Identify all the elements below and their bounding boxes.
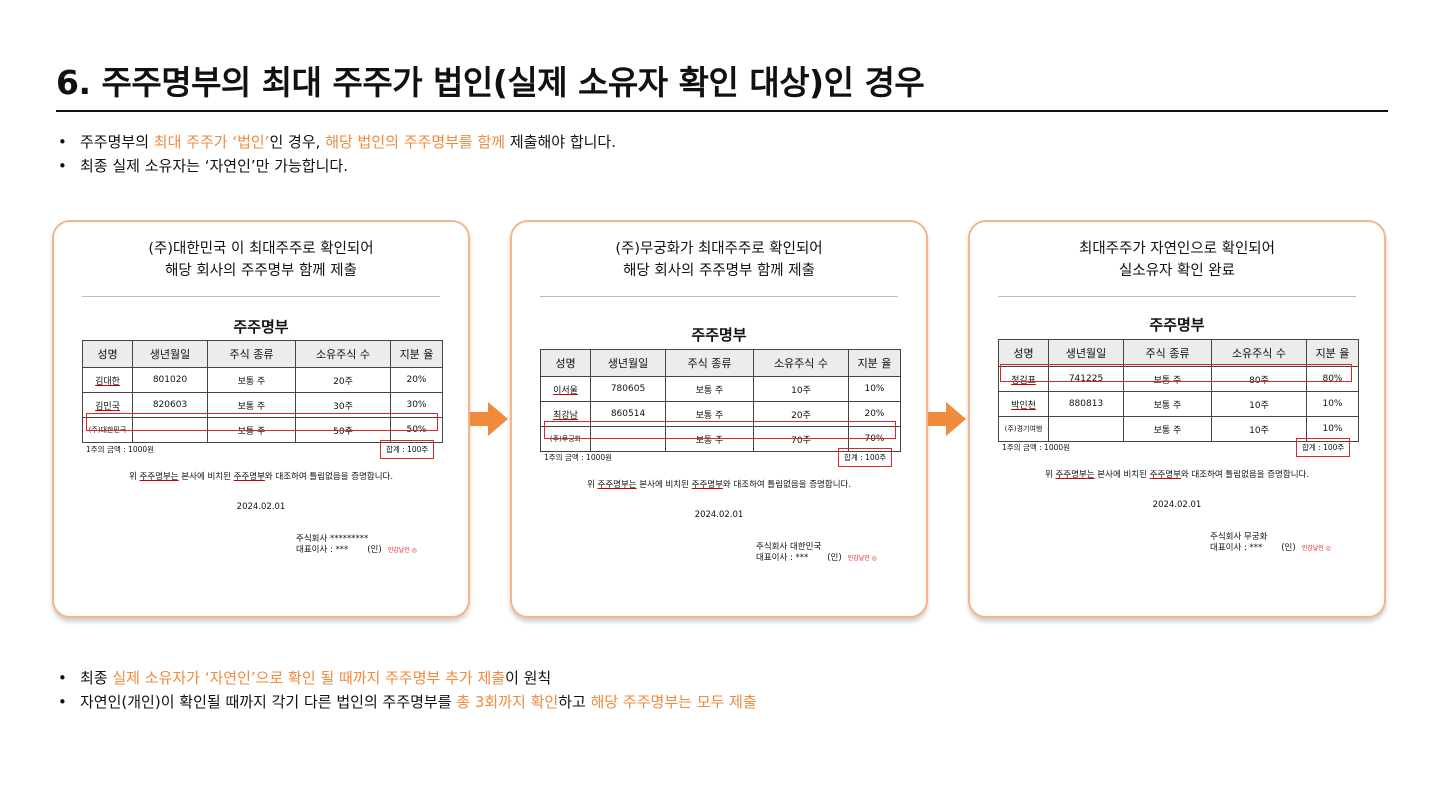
highlight-text: 해당 주주명부는 모두 제출 [590, 693, 757, 711]
unit-price-label: 1주의 금액 : 1000원 [86, 445, 155, 454]
table-row: (주)경기여행 보통 주 10주 10% [998, 416, 1359, 442]
highlight-text: 총 3회까지 확인 [456, 693, 559, 711]
table-row: 김대한 801020 보통 주 20주 20% [82, 367, 443, 393]
card-heading: 최대주주가 자연인으로 확인되어 실소유자 확인 완료 [1079, 241, 1275, 279]
table-row: 최강남 860514 보통 주 20주 20% [540, 401, 901, 427]
register-date: 2024.02.01 [694, 510, 744, 520]
shareholder-register-table: 성명 생년월일 주식 종류 소유주식 수 지분 율 이서울 780605 보통 주 10주 10… [540, 349, 901, 452]
intro-bullet-list: 주주명부의 최대 주주가 ‘법인’인 경우, 해당 법인의 주주명부를 함께 제… [58, 130, 616, 178]
table-header-row: 성명 생년월일 주식 종류 소유주식 수 지분 율 [998, 339, 1359, 367]
certification-text: 위 주주명부는 본사에 비치된 주주명부와 대조하여 틀림없음을 증명합니다. [128, 472, 394, 482]
total-shares-box: 합계 : 100주 [380, 440, 435, 459]
shareholder-register-table: 성명 생년월일 주식 종류 소유주식 수 지분 율 김대한 801020 보통 주 20주 20… [82, 340, 443, 443]
card-heading: (주)무궁화가 최대주주로 확인되어 해당 회사의 주주명부 함께 제출 [615, 241, 823, 279]
intro-bullet-1: 주주명부의 최대 주주가 ‘법인’인 경우, 해당 법인의 주주명부를 함께 제… [58, 130, 616, 154]
table-row: (주)무궁화 보통 주 70주 70% [540, 426, 901, 452]
largest-shareholder-highlight [544, 421, 896, 439]
unit-price-label: 1주의 금액 : 1000원 [544, 453, 613, 462]
shareholder-register-table: 성명 생년월일 주식 종류 소유주식 수 지분 율 정김표 741225 보통 주 80주 80… [998, 339, 1359, 442]
seal-stamp: 인감날인 ◎ [1301, 545, 1331, 552]
card-divider [540, 296, 898, 297]
total-shares-box: 합계 : 100주 [838, 448, 893, 467]
step-card-3: 최대주주가 자연인으로 확인되어 실소유자 확인 완료 주주명부 성명 생년월일 주식… [968, 220, 1386, 618]
register-title: 주주명부 [1149, 316, 1205, 334]
table-row: 정김표 741225 보통 주 80주 80% [998, 366, 1359, 392]
arrow-right-icon [928, 402, 966, 436]
card-divider [82, 296, 440, 297]
card-heading: (주)대한민국 이 최대주주로 확인되어 해당 회사의 주주명부 함께 제출 [148, 241, 374, 279]
highlight-text: 해당 법인의 주주명부를 함께 [325, 133, 506, 151]
company-signature: 주식회사 대한민국 대표이사 : *** (인) 인감날인 ◎ [756, 542, 877, 563]
register-date: 2024.02.01 [1152, 500, 1202, 510]
table-header-row: 성명 생년월일 주식 종류 소유주식 수 지분 율 [82, 340, 443, 368]
step-card-2: (주)무궁화가 최대주주로 확인되어 해당 회사의 주주명부 함께 제출 주주명부… [510, 220, 928, 618]
summary-bullet-1: 최종 실제 소유자가 ‘자연인’으로 확인 될 때까지 주주명부 추가 제출이 … [58, 666, 757, 690]
arrow-right-icon [470, 402, 508, 436]
unit-price-label: 1주의 금액 : 1000원 [1002, 443, 1071, 452]
register-title: 주주명부 [691, 326, 747, 344]
largest-shareholder-highlight [86, 413, 438, 431]
page-title: 6. 주주명부의 최대 주주가 법인(실제 소유자 확인 대상)인 경우 [56, 63, 925, 102]
company-signature: 주식회사 무궁화 대표이사 : *** (인) 인감날인 ◎ [1210, 532, 1331, 553]
summary-bullet-2: 자연인(개인)이 확인될 때까지 각기 다른 법인의 주주명부를 총 3회까지 … [58, 690, 757, 714]
seal-stamp: 인감날인 ◎ [847, 555, 877, 562]
title-divider [56, 110, 1388, 112]
certification-text: 위 주주명부는 본사에 비치된 주주명부와 대조하여 틀림없음을 증명합니다. [586, 480, 852, 490]
natural-person-highlight [1000, 364, 1352, 382]
seal-stamp: 인감날인 ◎ [387, 547, 417, 554]
highlight-text: 최대 주주가 ‘법인’ [153, 133, 270, 151]
table-header-row: 성명 생년월일 주식 종류 소유주식 수 지분 율 [540, 349, 901, 377]
register-title: 주주명부 [233, 318, 289, 336]
step-card-1: (주)대한민국 이 최대주주로 확인되어 해당 회사의 주주명부 함께 제출 주주… [52, 220, 470, 618]
certification-text: 위 주주명부는 본사에 비치된 주주명부와 대조하여 틀림없음을 증명합니다. [1044, 470, 1310, 480]
register-date: 2024.02.01 [236, 502, 286, 512]
table-row: 이서울 780605 보통 주 10주 10% [540, 376, 901, 402]
total-shares-box: 합계 : 100주 [1296, 438, 1351, 457]
company-signature: 주식회사 ********* 대표이사 : *** (인) 인감날인 ◎ [296, 534, 417, 555]
table-row: 박인천 880813 보통 주 10주 10% [998, 391, 1359, 417]
highlight-text: 실제 소유자가 ‘자연인’으로 확인 될 때까지 주주명부 추가 제출 [112, 669, 506, 687]
summary-bullet-list: 최종 실제 소유자가 ‘자연인’으로 확인 될 때까지 주주명부 추가 제출이 … [58, 666, 757, 714]
intro-bullet-2: 최종 실제 소유자는 ‘자연인’만 가능합니다. [58, 154, 616, 178]
card-divider [998, 296, 1356, 297]
